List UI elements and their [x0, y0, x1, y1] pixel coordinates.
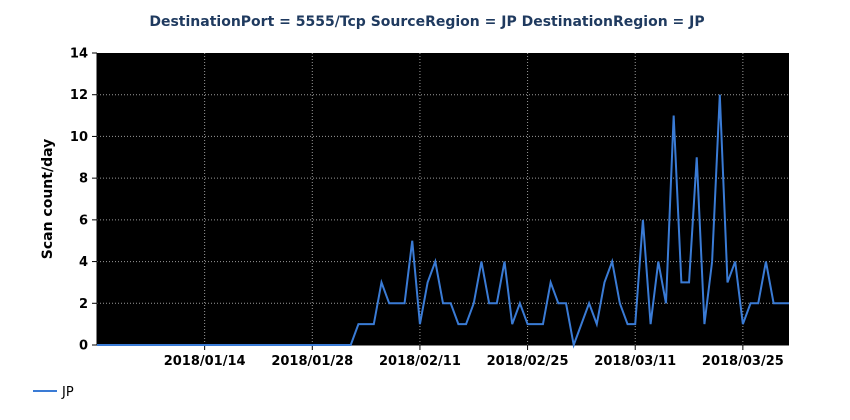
y-tick-label: 4: [79, 255, 88, 270]
y-tick-label: 0: [79, 339, 88, 354]
legend-label-jp: JP: [61, 385, 74, 400]
x-tick-label: 2018/01/28: [271, 354, 353, 369]
x-tick-label: 2018/03/25: [702, 354, 784, 369]
y-tick-label: 2: [79, 297, 88, 312]
x-tick-label: 2018/02/11: [379, 354, 461, 369]
y-tick-label: 10: [70, 130, 88, 145]
axes: 0 2 4 6 8 10 12 14 2018/01/14 2018/01/28 2018/02/1…: [70, 47, 789, 369]
plot-area: [97, 53, 789, 345]
y-tick-label: 14: [70, 47, 88, 62]
series-layer: [97, 94, 789, 349]
chart-title: DestinationPort = 5555/Tcp SourceRegion …: [149, 14, 704, 30]
series-line-jp: [97, 94, 789, 349]
y-tick-label: 6: [79, 213, 88, 228]
legend: JP: [33, 385, 74, 400]
y-tick-label: 8: [79, 172, 88, 187]
y-axis-label: Scan count/day: [40, 139, 56, 260]
x-tick-label: 2018/03/11: [594, 354, 676, 369]
x-tick-label: 2018/01/14: [164, 354, 246, 369]
x-tick-label: 2018/02/25: [487, 354, 569, 369]
y-tick-label: 12: [70, 88, 88, 103]
